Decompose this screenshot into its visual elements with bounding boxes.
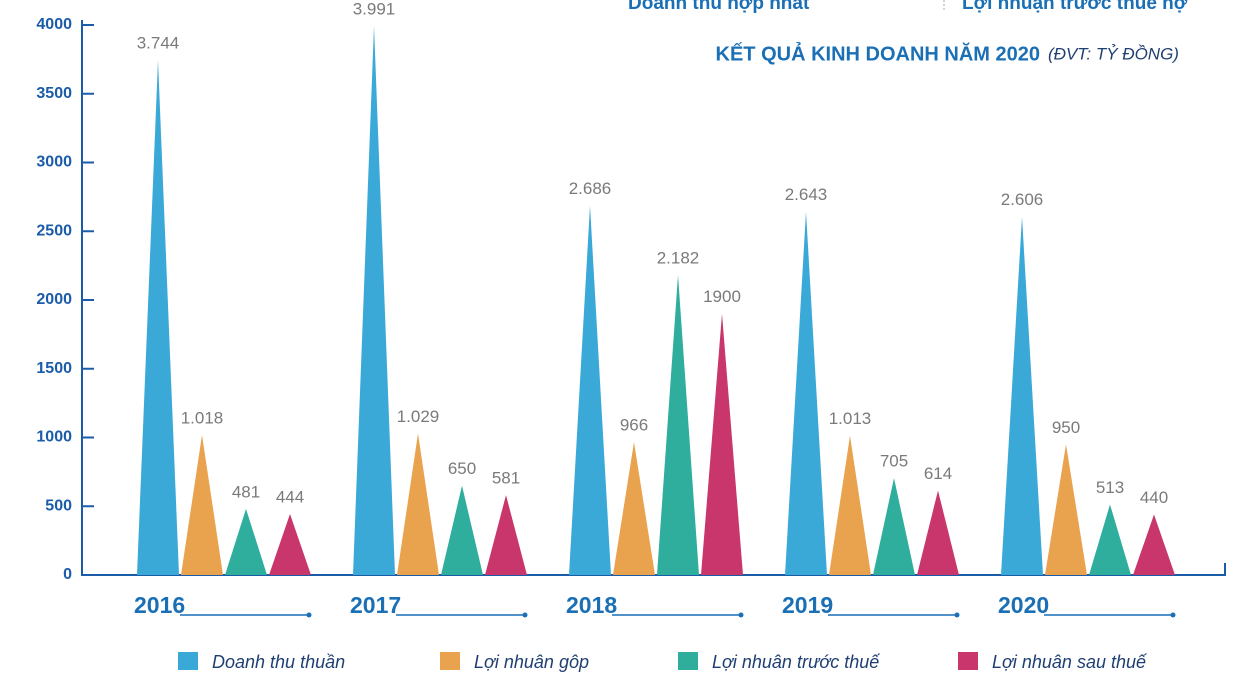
legend-swatch [178,652,198,670]
dot [1170,612,1176,618]
bar [485,495,527,575]
y-tick-label: 1000 [36,429,72,446]
value-label: 2.606 [1001,190,1044,209]
legend-label: Doanh thu thuần [212,652,345,672]
bar [1089,504,1131,575]
x-tick-label: 2018 [566,592,617,618]
bar [569,205,611,576]
bar [441,485,483,575]
bar [1133,514,1175,575]
value-label: 581 [492,469,520,488]
legend-swatch [440,652,460,670]
value-label: 2.686 [569,179,612,198]
bar [397,433,439,575]
value-label: 440 [1140,488,1168,507]
bar [353,26,395,576]
y-tick-label: 4000 [36,16,72,33]
bar [829,435,871,575]
annotation: Lợi nhuận trước thuế hợ [962,0,1188,14]
value-label: 2.643 [785,185,828,204]
annotation: Doanh thu hợp nhất [628,0,810,14]
y-tick-label: 2500 [36,222,72,239]
dot [306,612,312,618]
bar [873,478,915,575]
value-label: 1.013 [829,409,872,428]
value-label: 3.991 [353,0,396,19]
dot [738,612,744,618]
dot [954,612,960,618]
y-tick-label: 3000 [36,154,72,171]
value-label: 966 [620,416,648,435]
value-label: 444 [276,487,304,506]
value-label: 1900 [703,287,741,306]
value-label: 2.182 [657,248,700,267]
legend-label: Lợi nhuân sau thuế [992,652,1148,672]
y-tick-label: 0 [63,566,72,583]
value-label: 513 [1096,478,1124,497]
bar [137,60,179,575]
y-tick-label: 3500 [36,85,72,102]
legend-swatch [678,652,698,670]
y-tick-label: 500 [45,497,72,514]
bar [181,435,223,575]
bar [269,513,311,575]
x-tick-label: 2017 [350,592,401,618]
bar [701,313,743,575]
value-label: 1.029 [397,407,440,426]
y-tick-label: 2000 [36,291,72,308]
chart-title: KẾT QUẢ KINH DOANH NĂM 2020 [716,42,1040,65]
bar [1045,444,1087,575]
chart-subtitle: (ĐVT: TỶ ĐỒNG) [1048,44,1179,63]
value-label: 650 [448,459,476,478]
value-label: 950 [1052,418,1080,437]
bar [225,508,267,575]
bar [613,442,655,575]
value-label: 481 [232,482,260,501]
value-label: 1.018 [181,409,224,428]
bar [917,490,959,575]
legend-label: Lợi nhuân trước thuế [712,652,881,672]
bar [1001,216,1043,576]
y-tick-label: 1500 [36,360,72,377]
x-tick-label: 2016 [134,592,185,618]
value-label: 614 [924,464,952,483]
value-label: 705 [880,452,908,471]
dot [522,612,528,618]
bar [785,211,827,575]
bar [657,274,699,575]
x-tick-label: 2020 [998,592,1049,618]
value-label: 3.744 [137,34,180,53]
legend-swatch [958,652,978,670]
legend-label: Lợi nhuân gôp [474,652,589,672]
x-tick-label: 2019 [782,592,833,618]
